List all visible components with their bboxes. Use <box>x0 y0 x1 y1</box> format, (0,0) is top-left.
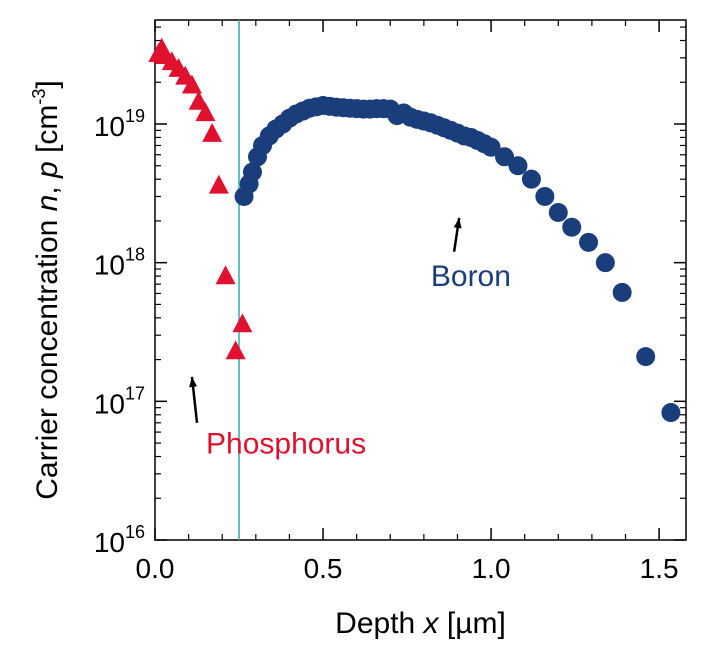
x-axis-title-part: Depth <box>335 607 423 640</box>
y-tick-base: 10 <box>94 388 125 419</box>
y-axis-title: Carrier concentration n, p [cm-3] <box>29 80 64 500</box>
data-marks <box>148 37 681 423</box>
y-tick-exponent: 17 <box>125 383 145 403</box>
y-axis-title-part: p <box>31 161 64 179</box>
phosphorus-point <box>208 174 229 194</box>
y-tick-base: 10 <box>94 111 125 142</box>
boron-point <box>535 187 555 207</box>
y-tick-label: 1019 <box>94 106 145 142</box>
boron-point <box>562 217 582 237</box>
y-tick-label: 1017 <box>94 383 145 419</box>
y-axis-title-part: -3 <box>29 89 49 105</box>
y-axis-title-part: Carrier concentration <box>31 211 64 499</box>
y-tick-base: 10 <box>94 527 125 558</box>
boron-point <box>636 347 656 367</box>
boron-point <box>508 156 528 176</box>
boron-point <box>579 232 599 252</box>
boron-label: Boron <box>431 260 511 293</box>
y-axis-title-part: , <box>31 178 64 195</box>
boron-point <box>661 403 681 423</box>
y-tick-label: 1018 <box>94 245 145 281</box>
x-tick-label: 1.5 <box>640 553 679 584</box>
y-axis-title-part: [cm <box>31 105 64 162</box>
boron-point <box>481 137 501 157</box>
x-axis-title: Depth x [µm] <box>335 607 506 640</box>
annotation-arrow-head <box>453 217 462 229</box>
phosphorus-point <box>215 265 236 285</box>
y-tick-exponent: 19 <box>125 106 145 126</box>
x-tick-label: 1.0 <box>472 553 511 584</box>
y-tick-label: 1016 <box>94 522 145 558</box>
boron-point <box>242 162 262 182</box>
x-axis-title-part: x <box>422 607 440 640</box>
phosphorus-point <box>202 122 223 142</box>
boron-point <box>612 282 632 302</box>
phosphorus-point <box>225 340 246 360</box>
x-tick-label: 0.5 <box>304 553 343 584</box>
boron-point <box>595 253 615 273</box>
boron-point <box>521 169 541 189</box>
axes <box>154 19 687 541</box>
y-axis-title-part: ] <box>31 80 64 88</box>
phosphorus-point <box>232 313 253 333</box>
phosphorus-point <box>181 74 202 94</box>
x-tick-label: 0.0 <box>136 553 175 584</box>
boron-point <box>548 203 568 223</box>
x-axis-title-part: [µm] <box>439 607 506 640</box>
axis-labels: 0.0 0.5 1.0 1.51016101710181019BoronPhospho… <box>29 80 679 640</box>
y-axis-title-part: n <box>31 195 64 212</box>
y-tick-exponent: 16 <box>125 522 145 542</box>
boron-point <box>495 147 515 167</box>
phosphorus-label: Phosphorus <box>206 428 366 461</box>
y-tick-exponent: 18 <box>125 245 145 265</box>
phosphorus-point <box>188 90 209 110</box>
annotation-arrow-head <box>189 376 198 388</box>
y-tick-base: 10 <box>94 250 125 281</box>
phosphorus-point <box>195 102 216 122</box>
plot-frame <box>154 19 687 541</box>
